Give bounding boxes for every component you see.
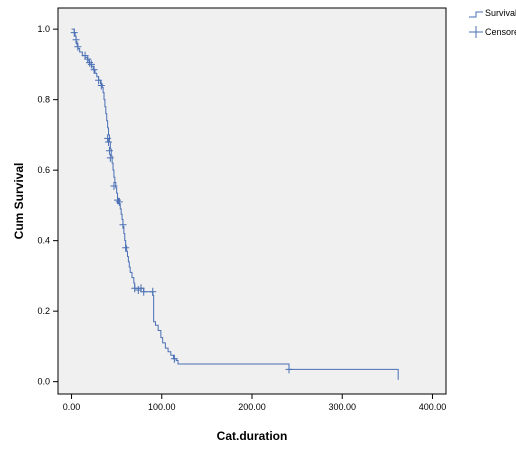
censored-marker	[72, 35, 80, 44]
censored-marker	[95, 76, 103, 85]
x-tick-label: 100.00	[148, 402, 176, 412]
censored-marker	[74, 42, 82, 51]
censored-marker	[90, 65, 98, 74]
x-tick-label: 300.00	[328, 402, 356, 412]
censored-marker	[105, 137, 113, 146]
legend-survival-symbol	[469, 11, 483, 18]
censored-marker	[87, 60, 95, 69]
y-tick-label: 0.0	[37, 377, 50, 387]
censored-marker	[105, 146, 113, 155]
x-axis: 0.00 100.00 200.00 300.00 400.00	[63, 394, 446, 412]
censored-marker	[149, 287, 157, 296]
censored-marker	[131, 284, 139, 293]
y-axis: 0.0 0.2 0.4 0.6 0.8 1.0	[37, 24, 58, 387]
censored-marker	[140, 287, 148, 296]
legend: Survival Function Censored	[469, 8, 516, 38]
censored-marker	[104, 134, 112, 143]
x-tick-label: 0.00	[63, 402, 81, 412]
y-tick-label: 0.6	[37, 165, 50, 175]
censored-marker	[119, 220, 127, 229]
censored-marker	[285, 365, 293, 374]
censored-marker	[170, 354, 178, 363]
y-tick-label: 0.2	[37, 306, 50, 316]
censored-marker	[115, 197, 123, 206]
plot-area	[57, 7, 447, 395]
x-tick-label: 400.00	[419, 402, 447, 412]
legend-survival-label: Survival Function	[485, 8, 516, 18]
legend-censored-label: Censored	[485, 27, 516, 37]
y-axis-title: Cum Survival	[12, 163, 26, 240]
censored-marker	[86, 58, 94, 67]
legend-censored-symbol	[469, 26, 483, 38]
y-tick-label: 0.4	[37, 236, 50, 246]
censored-marker	[110, 182, 118, 191]
censored-marker	[97, 81, 105, 90]
y-tick-label: 0.8	[37, 95, 50, 105]
x-axis-title: Cat.duration	[217, 429, 288, 443]
censored-marker	[114, 196, 122, 205]
censored-marker	[122, 243, 130, 252]
censored-marker	[70, 28, 78, 37]
y-tick-label: 1.0	[37, 24, 50, 34]
censored-marker	[106, 153, 114, 162]
censored-markers	[70, 28, 293, 374]
censored-marker	[84, 55, 92, 64]
x-tick-label: 200.00	[238, 402, 266, 412]
